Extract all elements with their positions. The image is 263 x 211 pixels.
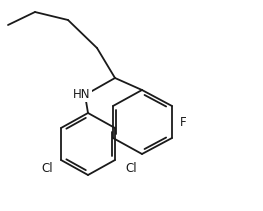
Text: Cl: Cl	[125, 161, 136, 174]
Text: HN: HN	[73, 88, 91, 101]
Text: Cl: Cl	[41, 161, 53, 174]
Text: F: F	[180, 115, 187, 128]
